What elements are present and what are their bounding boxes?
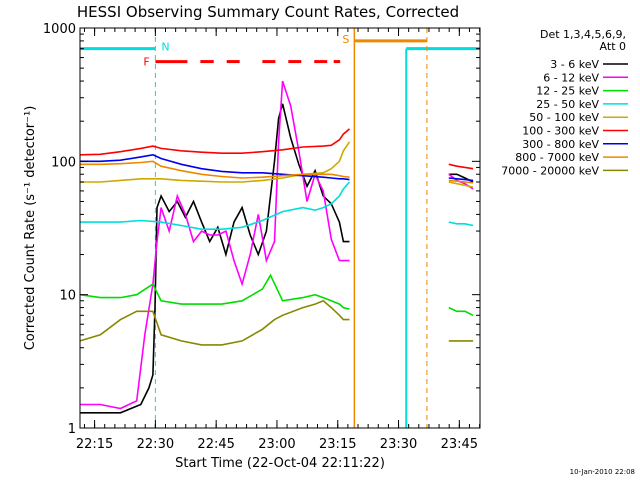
series-line-6	[448, 177, 474, 182]
legend-entry-label: 7000 - 20000 keV	[501, 164, 599, 177]
series-line-7	[448, 179, 474, 184]
x-axis: 22:15 22:30 22:45 23:00 23:15 23:30 23:45	[76, 28, 481, 452]
x-tick-label: 23:00	[258, 437, 295, 452]
series-line-4	[80, 141, 351, 183]
legend-entry-label: 100 - 300 keV	[522, 125, 599, 138]
legend-entry-label: 25 - 50 keV	[536, 98, 599, 111]
legend-entry-label: 300 - 800 keV	[522, 138, 599, 151]
saa-label: S	[342, 33, 349, 46]
y-tick-label: 10	[59, 289, 76, 304]
y-axis: 1 10 100 1000	[43, 22, 480, 437]
series-line-8	[79, 299, 350, 346]
x-tick-label: 22:45	[197, 437, 234, 452]
series-line-2	[79, 273, 350, 310]
annotation-layer: N S F	[80, 28, 481, 428]
legend-header-line-2: Att 0	[600, 40, 626, 53]
chart-title: HESSI Observing Summary Count Rates, Cor…	[77, 3, 459, 21]
series-line-6	[80, 153, 350, 181]
x-tick-label: 23:15	[319, 437, 356, 452]
legend-entry-label: 6 - 12 keV	[543, 71, 599, 84]
flare-label: F	[143, 56, 149, 69]
series-line-5	[448, 163, 474, 170]
series-line-2	[448, 306, 474, 317]
x-tick-label: 22:15	[76, 437, 113, 452]
y-tick-label: 1000	[43, 22, 76, 37]
series-line-5	[79, 128, 351, 156]
night-label: N	[161, 41, 169, 54]
y-axis-label: Corrected Count Rate (s⁻¹ detector⁻¹)	[23, 106, 38, 351]
series-line-3	[80, 181, 351, 230]
x-tick-label: 23:45	[441, 437, 478, 452]
series-line-1	[80, 80, 350, 410]
plot-area	[79, 80, 474, 414]
legend-entry-label: 50 - 100 keV	[529, 111, 599, 124]
legend-entry-label: 12 - 25 keV	[536, 85, 599, 98]
legend-entry-label: 800 - 7000 keV	[515, 151, 599, 164]
legend-header-line-1: Det 1,3,4,5,6,9,	[540, 28, 626, 41]
series-line-7	[80, 160, 350, 179]
plot-frame	[79, 27, 481, 429]
x-tick-label: 22:30	[137, 437, 174, 452]
y-tick-label: 100	[51, 155, 76, 170]
series-line-0	[80, 103, 350, 414]
footer-timestamp: 10-Jan-2010 22:08	[570, 468, 635, 476]
y-tick-label: 1	[68, 422, 76, 437]
series-line-3	[448, 221, 474, 227]
x-axis-label: Start Time (22-Oct-04 22:11:22)	[175, 456, 385, 471]
series-line-4	[448, 181, 474, 188]
legend-entry-label: 3 - 6 keV	[550, 58, 599, 71]
x-tick-label: 23:30	[380, 437, 417, 452]
